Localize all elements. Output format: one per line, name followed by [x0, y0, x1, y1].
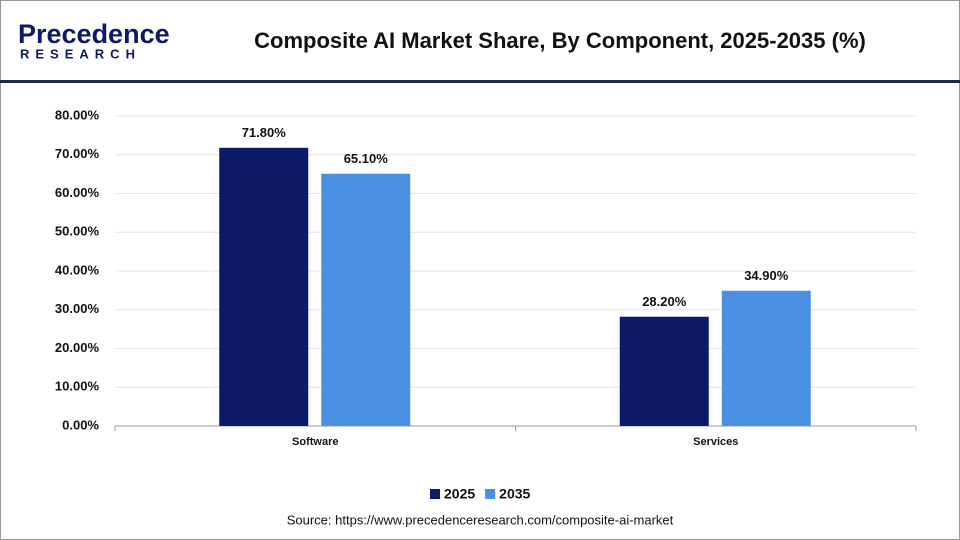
chart-title: Composite AI Market Share, By Component,…	[254, 28, 866, 53]
y-tick-label: 10.00%	[55, 379, 100, 394]
legend-label: 2025	[444, 486, 475, 502]
legend-label: 2035	[499, 486, 530, 502]
y-tick-label: 70.00%	[55, 146, 100, 161]
header-rule	[0, 80, 960, 83]
y-tick-label: 30.00%	[55, 301, 100, 316]
logo-name: Precedence	[18, 19, 170, 49]
bar	[321, 173, 411, 426]
x-tick-label: Software	[292, 436, 338, 448]
value-label: 28.20%	[642, 294, 687, 309]
y-tick-label: 60.00%	[55, 185, 100, 200]
y-tick-label: 0.00%	[62, 417, 99, 432]
bar	[619, 316, 709, 426]
y-tick-label: 50.00%	[55, 224, 100, 239]
source: Source: https://www.precedenceresearch.c…	[287, 512, 674, 527]
value-label: 34.90%	[744, 268, 789, 283]
y-tick-label: 20.00%	[55, 340, 100, 355]
legend-swatch	[430, 489, 440, 499]
x-tick-label: Services	[693, 436, 738, 448]
legend-swatch	[485, 489, 496, 499]
value-label: 71.80%	[242, 125, 287, 140]
y-tick-label: 40.00%	[55, 262, 100, 277]
logo-tagline: RESEARCH	[20, 46, 141, 61]
y-tick-label: 80.00%	[55, 107, 100, 122]
bar	[721, 290, 811, 426]
bar	[219, 147, 309, 426]
value-label: 65.10%	[344, 151, 389, 166]
